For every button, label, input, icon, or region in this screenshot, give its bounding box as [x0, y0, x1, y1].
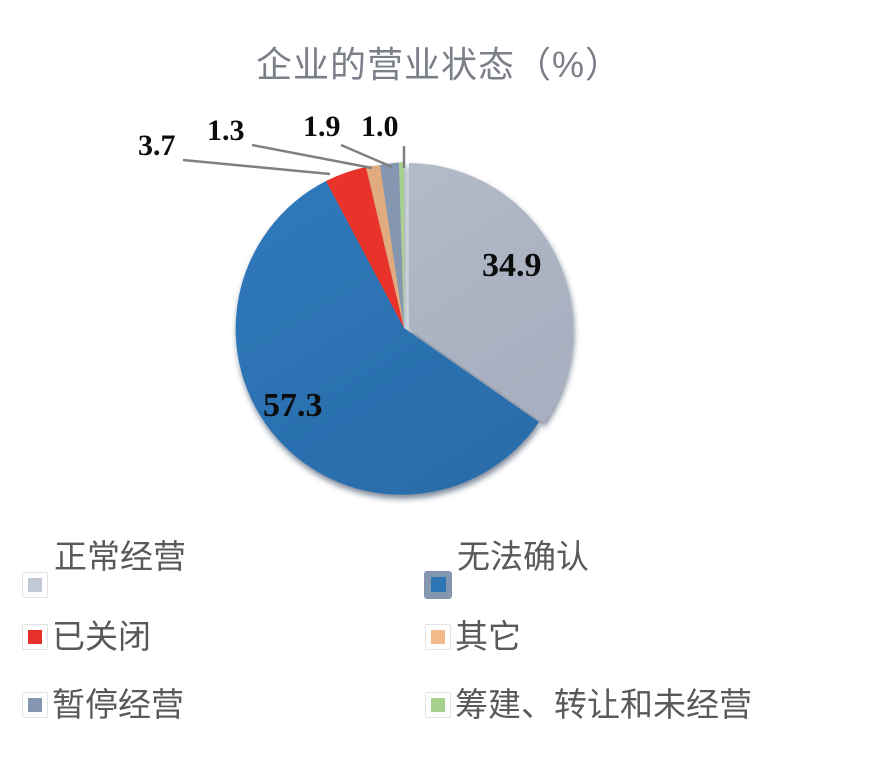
data-label-1-3: 1.3 — [207, 114, 245, 147]
legend-label-zantingjingying: 暂停经营 — [52, 686, 184, 723]
legend-swatch-icon — [22, 691, 48, 718]
leader-line-1-9 — [340, 143, 393, 169]
pie-slice-choujianzhuanrang[interactable] — [399, 162, 404, 328]
data-label-1-0: 1.0 — [361, 110, 399, 143]
legend-item-yiguanbi[interactable]: 已关闭 — [22, 620, 151, 653]
pie-chart-canvas — [182, 143, 574, 495]
legend-swatch-icon — [22, 623, 48, 650]
pie-body — [235, 162, 574, 495]
legend-item-wufaqueren[interactable]: 无法确认 — [425, 540, 589, 601]
pie-slice-zantingjingying[interactable] — [380, 162, 404, 329]
data-label-1-9: 1.9 — [303, 110, 341, 143]
legend-item-zhengchangjingying[interactable]: 正常经营 — [22, 540, 186, 601]
data-label-34-9: 34.9 — [482, 247, 542, 284]
legend-swatch-icon — [425, 623, 451, 650]
leader-line-3-7 — [182, 158, 331, 176]
pie-slice-zhengchangjingying[interactable] — [409, 163, 574, 423]
legend-label-wufaqueren: 无法确认 — [457, 538, 589, 575]
legend-swatch-icon — [425, 571, 451, 598]
legend-item-zantingjingying[interactable]: 暂停经营 — [22, 688, 184, 721]
chart-legend: 正常经营 无法确认 已关闭 其它 暂停经营 — [0, 520, 878, 760]
pie-slice-wufaqueren[interactable] — [235, 181, 539, 495]
legend-label-qita: 其它 — [455, 618, 521, 655]
legend-item-choujianzhuanrang[interactable]: 筹建、转让和未经营 — [425, 688, 752, 721]
legend-label-zhengchangjingying: 正常经营 — [54, 538, 186, 575]
legend-swatch-icon — [425, 691, 451, 718]
leader-lines — [182, 143, 406, 176]
data-label-57-3: 57.3 — [263, 387, 323, 424]
legend-label-yiguanbi: 已关闭 — [52, 618, 151, 655]
legend-label-choujianzhuanrang: 筹建、转让和未经营 — [455, 686, 752, 723]
legend-item-qita[interactable]: 其它 — [425, 620, 521, 653]
pie-slice-yiguanbi[interactable] — [326, 167, 404, 328]
leader-line-1-3 — [251, 143, 373, 170]
legend-swatch-icon — [22, 571, 48, 598]
data-label-3-7: 3.7 — [138, 129, 176, 162]
chart-title: 企业的营业状态（%） — [255, 44, 622, 85]
pie-slice-qita[interactable] — [366, 165, 404, 328]
